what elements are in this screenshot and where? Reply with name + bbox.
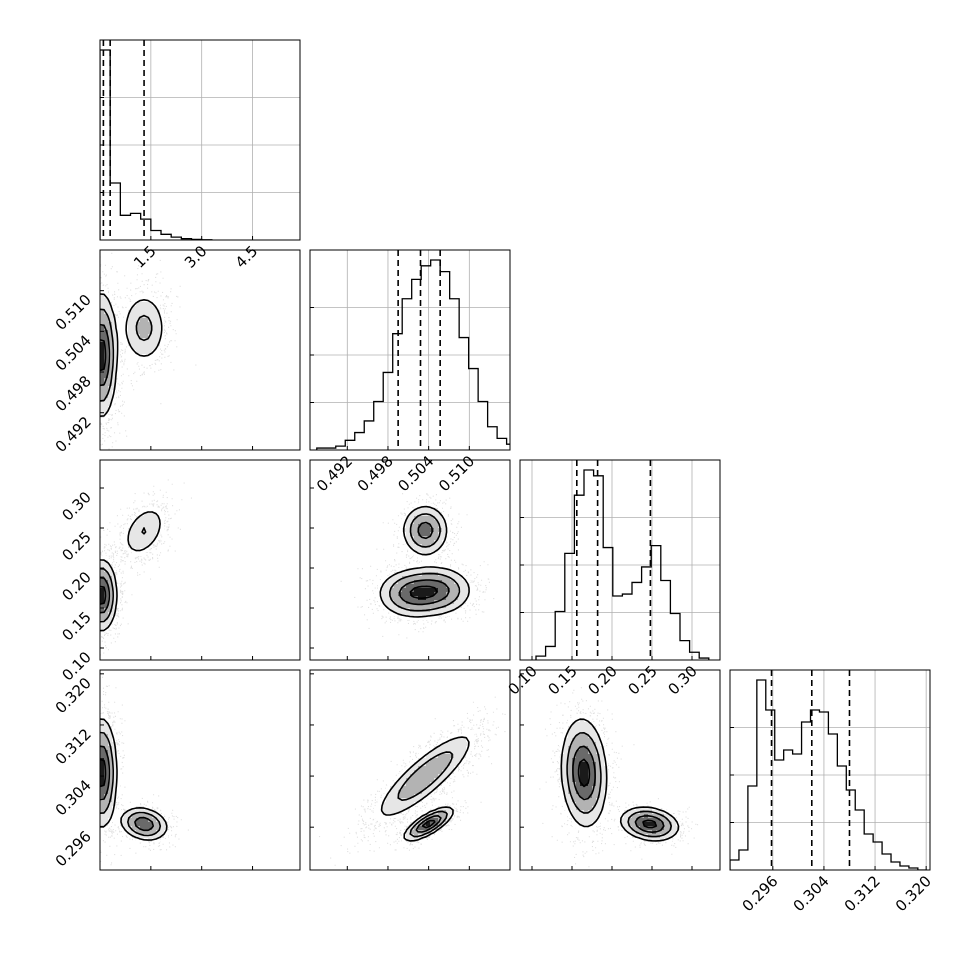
density-cells <box>580 762 656 826</box>
sample-points <box>100 479 192 656</box>
contour-line <box>100 308 153 402</box>
y-tick-label: 0.20 <box>58 568 94 604</box>
y-tick-label: 0.15 <box>58 608 94 644</box>
density-cells <box>100 342 104 370</box>
y-tick-label: 0.510 <box>52 291 95 334</box>
pair-panel <box>309 459 511 661</box>
y-tick-label: 0.504 <box>52 331 95 374</box>
x-tick-label: 0.320 <box>892 872 935 915</box>
pair-panel <box>99 669 301 871</box>
sample-points <box>100 676 189 866</box>
density-cells <box>100 588 104 604</box>
x-tick-label: 3.0 <box>181 242 211 272</box>
contour-line <box>572 745 665 833</box>
pair-panel <box>309 669 511 871</box>
contour-line <box>100 576 111 614</box>
y-tick-label: 0.498 <box>52 372 95 415</box>
contour-line <box>415 815 442 833</box>
contour-line <box>397 751 453 838</box>
histogram-step <box>730 679 927 870</box>
panel-frame <box>309 669 511 871</box>
x-tick-label: 0.504 <box>394 452 437 495</box>
x-tick-label: 1.5 <box>130 242 160 272</box>
x-tick-label: 0.15 <box>544 662 580 698</box>
panel-frame <box>309 459 511 661</box>
contour-line <box>100 745 154 832</box>
density-cells <box>398 524 450 604</box>
contour-line <box>100 293 163 417</box>
histogram-panel <box>309 249 511 451</box>
density-cells <box>100 310 152 402</box>
pair-panel <box>99 459 301 661</box>
contour-line <box>100 731 162 837</box>
panel-frame <box>99 669 301 871</box>
y-tick-label: 0.312 <box>52 725 95 768</box>
density-cells <box>100 512 160 632</box>
y-tick-label: 0.304 <box>52 776 95 819</box>
contour-line <box>566 732 672 838</box>
panel-frame <box>729 669 931 871</box>
contour-line <box>100 323 111 387</box>
panel-frame <box>519 669 721 871</box>
contour-line <box>100 527 147 623</box>
contour-line <box>380 736 470 842</box>
x-tick-label: 0.296 <box>739 872 782 915</box>
y-tick-label: 0.30 <box>58 488 94 524</box>
density-cells <box>100 758 104 786</box>
x-tick-label: 0.20 <box>584 662 620 698</box>
pair-panel <box>519 669 721 871</box>
y-tick-label: 0.492 <box>52 413 95 456</box>
contour-line <box>100 758 107 788</box>
contour-line <box>421 819 436 829</box>
x-tick-label: 0.498 <box>354 452 397 495</box>
contour-line <box>577 758 658 829</box>
contour-line <box>560 718 680 842</box>
panel-frame <box>99 39 301 241</box>
y-tick-label: 0.25 <box>58 528 94 564</box>
panel-frame <box>309 249 511 451</box>
histogram-step <box>316 259 510 450</box>
contour-line <box>409 585 438 599</box>
contour-line <box>100 718 168 841</box>
pair-panel <box>99 249 301 451</box>
histogram-panel <box>519 459 721 661</box>
x-tick-label: 0.25 <box>624 662 660 698</box>
x-tick-label: 0.30 <box>664 662 700 698</box>
y-tick-label: 0.296 <box>52 827 95 870</box>
x-tick-label: 0.510 <box>435 452 478 495</box>
panel-frame <box>99 459 301 661</box>
histogram-step <box>535 469 710 660</box>
contour-line <box>389 513 461 612</box>
contour-line <box>379 505 470 618</box>
x-tick-label: 0.304 <box>790 872 833 915</box>
x-tick-label: 4.5 <box>232 242 262 272</box>
contour-line <box>398 521 450 606</box>
panel-frame <box>99 249 301 451</box>
density-cells <box>410 588 438 600</box>
contour-line <box>100 511 161 632</box>
contour-line <box>100 585 107 605</box>
histogram-panel <box>99 39 301 241</box>
x-tick-label: 0.312 <box>841 872 884 915</box>
histogram-panel <box>729 669 931 871</box>
density-cells <box>100 568 112 620</box>
sample-points <box>100 252 197 450</box>
x-tick-label: 0.492 <box>313 452 356 495</box>
contour-line <box>100 338 107 372</box>
panel-frame <box>519 459 721 661</box>
histogram-step <box>100 49 213 240</box>
density-cells <box>100 746 152 830</box>
